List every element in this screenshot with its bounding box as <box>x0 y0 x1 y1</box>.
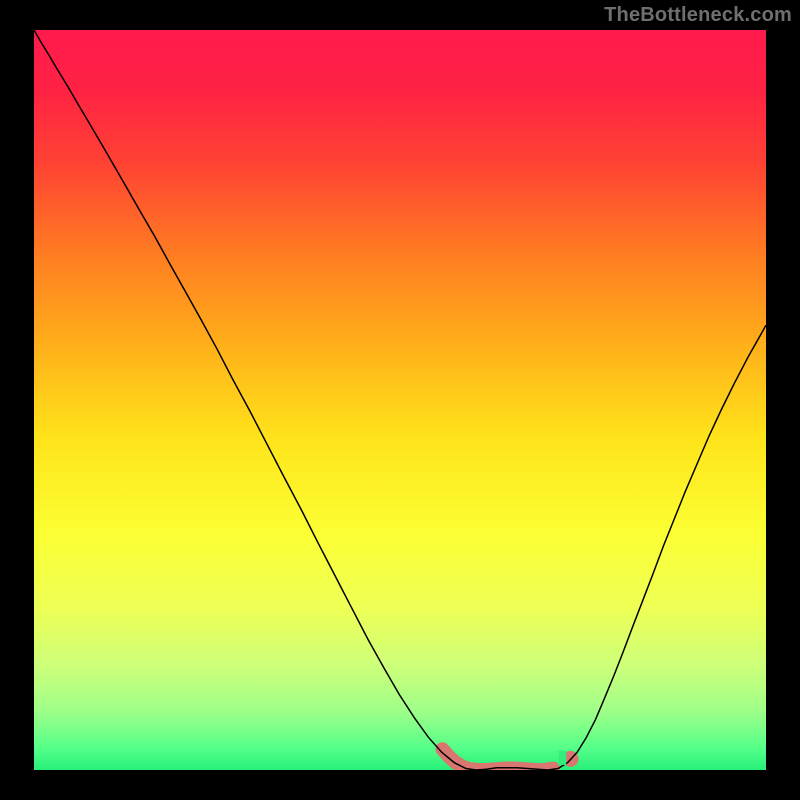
bottleneck-curve-chart <box>0 0 800 800</box>
plot-background <box>34 30 766 770</box>
curve-gap <box>559 751 566 765</box>
watermark-text: TheBottleneck.com <box>604 4 792 27</box>
chart-frame: TheBottleneck.com <box>0 0 800 800</box>
